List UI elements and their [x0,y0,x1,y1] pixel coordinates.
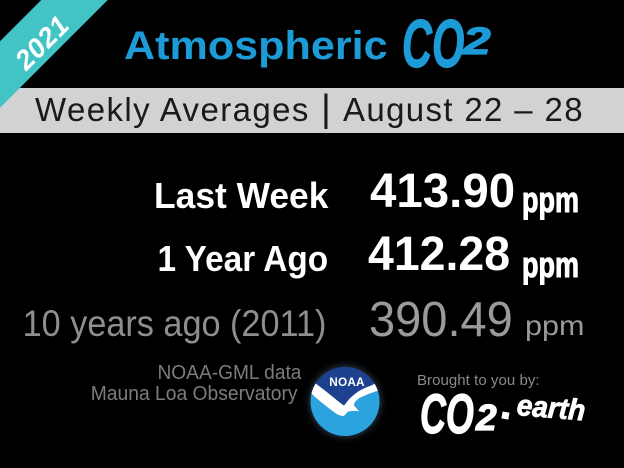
svg-text:NOAA: NOAA [329,375,365,389]
